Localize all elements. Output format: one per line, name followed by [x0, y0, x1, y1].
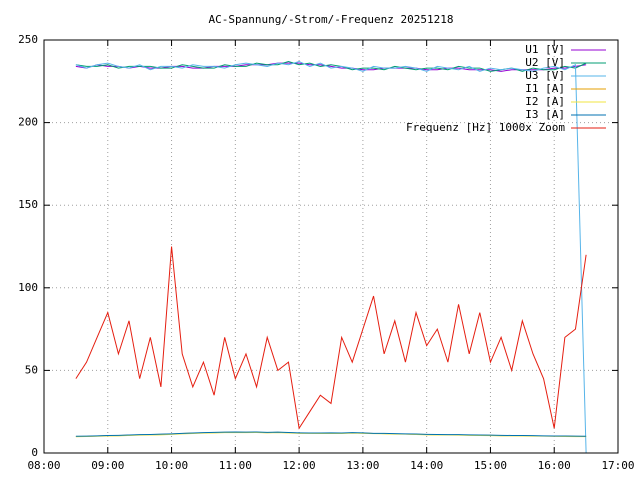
legend-label: U1 [V]: [525, 43, 565, 56]
x-tick-label: 12:00: [283, 459, 316, 472]
x-tick-label: 09:00: [91, 459, 124, 472]
y-tick-label: 100: [18, 281, 38, 294]
chart-title: AC-Spannung/-Strom/-Frequenz 20251218: [208, 13, 453, 26]
plot-border: [43, 39, 619, 454]
legend-label: I3 [A]: [525, 108, 565, 121]
x-tick-label: 08:00: [27, 459, 60, 472]
legend-label: Frequenz [Hz] 1000x Zoom: [406, 121, 565, 134]
x-tick-label: 16:00: [538, 459, 571, 472]
y-tick-label: 250: [18, 33, 38, 46]
series-line: [75, 246, 587, 430]
x-tick-label: 15:00: [474, 459, 507, 472]
legend-label: U2 [V]: [525, 56, 565, 69]
x-tick-label: 10:00: [155, 459, 188, 472]
y-tick-label: 0: [31, 446, 38, 459]
plot-area: [75, 60, 587, 453]
y-tick-label: 50: [25, 363, 38, 376]
series-line: [75, 60, 587, 453]
x-tick-label: 11:00: [219, 459, 252, 472]
x-tick-label: 17:00: [601, 459, 634, 472]
legend-label: I1 [A]: [525, 82, 565, 95]
legend-label: U3 [V]: [525, 69, 565, 82]
series-line: [75, 431, 587, 437]
legend-label: I2 [A]: [525, 95, 565, 108]
y-tick-label: 200: [18, 116, 38, 129]
x-tick-label: 14:00: [410, 459, 443, 472]
y-tick-label: 150: [18, 198, 38, 211]
x-tick-label: 13:00: [346, 459, 379, 472]
